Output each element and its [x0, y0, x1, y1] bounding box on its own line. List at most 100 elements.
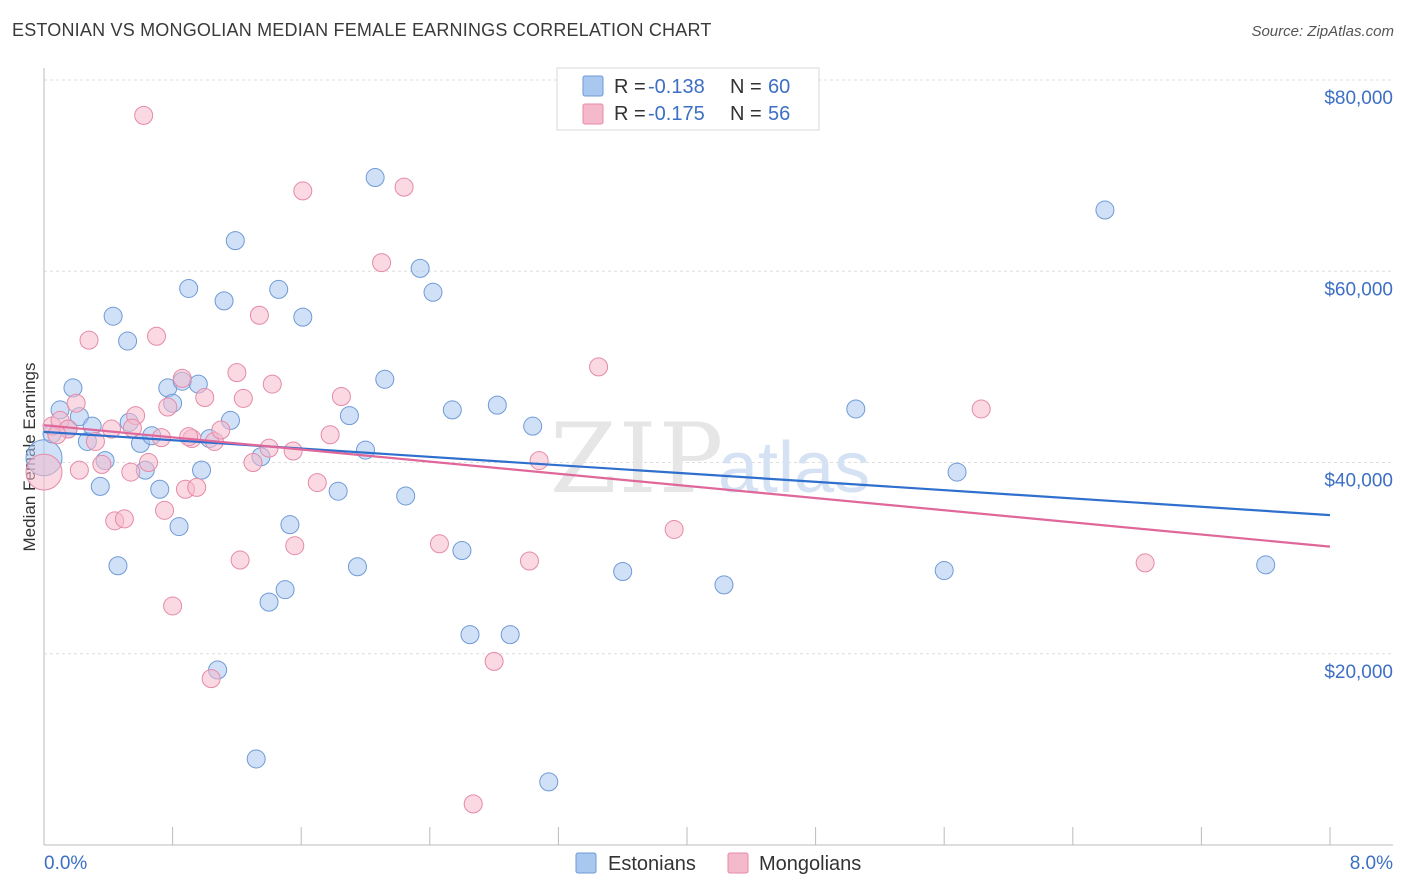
estonian-point [423, 282, 443, 302]
estonian-point [452, 540, 472, 560]
mongolian-point [179, 427, 199, 447]
legend-r-label-estonians: R = [614, 76, 646, 98]
mongolian-point [66, 393, 86, 413]
mongolian-point [187, 477, 207, 497]
mongolian-point [85, 431, 105, 451]
estonian-point [539, 772, 559, 792]
estonian-point [487, 395, 507, 415]
mongolian-point [372, 253, 392, 273]
mongolian-point [394, 177, 414, 197]
mongolian-point [293, 181, 313, 201]
watermark: ZIP atlas [550, 403, 870, 515]
mongolian-point [971, 399, 991, 419]
mongolian-point [249, 305, 269, 325]
estonian-point [1256, 555, 1276, 575]
estonian-point [328, 481, 348, 501]
mongolian-point [429, 534, 449, 554]
estonian-point [82, 416, 102, 436]
mongolian-point [463, 794, 483, 814]
estonian-point [396, 486, 416, 506]
estonian-point [280, 515, 300, 535]
mongolian-point [331, 387, 351, 407]
y-tick-label: $80,000 [1324, 88, 1393, 109]
bottom-legend-label-estonians: Estonians [608, 853, 696, 875]
bottom-legend: Estonians Mongolians [575, 852, 861, 875]
estonian-point [169, 517, 189, 537]
estonian-point [179, 278, 199, 298]
chart-title: ESTONIAN VS MONGOLIAN MEDIAN FEMALE EARN… [12, 20, 712, 40]
estonian-point [214, 291, 234, 311]
estonian-point [523, 416, 543, 436]
mongolian-point [230, 550, 250, 570]
mongolian-point [262, 374, 282, 394]
estonian-point [442, 400, 462, 420]
x-tick-label-max: 8.0% [1350, 853, 1393, 874]
bottom-legend-label-mongolians: Mongolians [759, 853, 861, 875]
estonian-point [108, 556, 128, 576]
estonian-point [118, 331, 138, 351]
source-label: Source: ZipAtlas.com [1251, 23, 1394, 40]
mongolian-point [211, 420, 231, 440]
estonian-point [347, 557, 367, 577]
estonian-point [934, 561, 954, 581]
mongolian-point [285, 536, 305, 556]
estonian-point [365, 168, 385, 188]
mongolian-point [283, 441, 303, 461]
mongolian-point [243, 453, 263, 472]
y-tick-label: $20,000 [1324, 662, 1393, 683]
mongolian-point [114, 509, 134, 529]
mongolian-point [201, 669, 221, 689]
bottom-legend-swatch-estonians [575, 852, 597, 874]
estonian-point [150, 479, 170, 499]
estonian-point [714, 575, 734, 595]
y-tick-label: $40,000 [1324, 471, 1393, 492]
watermark-atlas: atlas [718, 428, 870, 508]
estonian-point [613, 562, 633, 582]
mongolian-trend-line [43, 424, 1331, 548]
mongolian-point [163, 596, 183, 616]
mongolian-point [589, 357, 609, 377]
estonian-point [275, 580, 295, 600]
mongolian-point [195, 387, 215, 407]
estonian-point [1095, 200, 1115, 220]
bottom-legend-swatch-mongolians [727, 852, 749, 874]
mongolian-point [172, 368, 192, 388]
estonian-point [947, 462, 967, 482]
top-legend: R = -0.138 N = 60 R = -0.175 N = 56 [556, 67, 820, 131]
mongolian-point [519, 551, 539, 571]
estonian-point [103, 306, 123, 326]
mongolian-point [102, 419, 122, 439]
estonian-point [410, 258, 430, 278]
estonian-point [90, 476, 110, 496]
mongolian-point [227, 363, 247, 383]
mongolian-point [134, 105, 154, 125]
legend-n-value-estonians: 60 [768, 76, 790, 98]
estonian-point [460, 625, 480, 645]
legend-swatch-estonians [582, 75, 604, 97]
mongolian-point [69, 460, 89, 480]
estonian-point [500, 625, 520, 645]
estonian-point [246, 749, 266, 769]
watermark-zip: ZIP [550, 403, 725, 515]
mongolian-points [25, 105, 1155, 814]
estonian-point [375, 369, 395, 389]
estonian-point [63, 378, 83, 398]
y-tick-label: $60,000 [1324, 279, 1393, 300]
mongolian-point [158, 397, 178, 417]
estonian-point [225, 231, 245, 251]
mongolian-point [484, 651, 504, 671]
mongolian-point [79, 330, 99, 350]
estonian-point [259, 592, 279, 612]
estonian-point [846, 399, 866, 419]
legend-r-label-mongolians: R = [614, 103, 646, 125]
trend-lines [43, 424, 1331, 548]
legend-r-value-mongolians: -0.175 [648, 103, 705, 125]
mongolian-point [1135, 553, 1155, 573]
y-tick-labels: $20,000 $40,000 $60,000 $80,000 [1324, 88, 1393, 683]
mongolian-point [155, 500, 175, 520]
mongolian-point [92, 454, 112, 474]
estonian-point [192, 460, 212, 480]
estonian-point [269, 279, 289, 299]
mongolian-point [138, 453, 158, 472]
